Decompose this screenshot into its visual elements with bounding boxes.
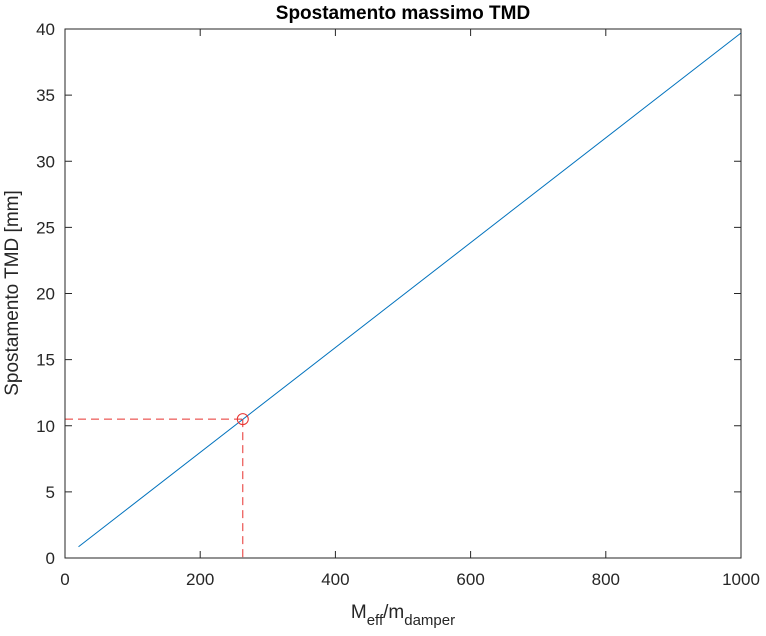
- y-tick-label: 15: [36, 351, 55, 370]
- x-tick-label: 600: [456, 570, 484, 589]
- y-axis-label: Spostamento TMD [mm]: [2, 190, 23, 396]
- y-tick-label: 10: [36, 417, 55, 436]
- marks: [65, 32, 742, 558]
- x-tick-label: 800: [592, 570, 620, 589]
- x-tick-label: 200: [186, 570, 214, 589]
- series-line: [78, 32, 742, 548]
- y-tick-label: 20: [36, 285, 55, 304]
- y-tick-label: 30: [36, 152, 55, 171]
- y-tick-label: 0: [46, 549, 55, 568]
- y-tick-labels: 0 5 10 15 20 25 30 35 40: [36, 20, 55, 568]
- y-tick-label: 5: [46, 483, 55, 502]
- x-axis-label-mid: /m: [383, 602, 404, 623]
- x-axis-label: Meff/mdamper: [351, 602, 455, 629]
- x-axis-label-sub1: eff: [367, 612, 384, 629]
- chart-title: Spostamento massimo TMD: [276, 3, 530, 24]
- plot-frame: [64, 28, 742, 559]
- x-axis-label-base: M: [351, 602, 367, 623]
- x-tick-label: 0: [60, 570, 69, 589]
- x-axis-label-sub2: damper: [404, 612, 455, 629]
- x-tick-labels: 0 200 400 600 800 1000: [60, 570, 760, 589]
- y-tick-label: 40: [36, 20, 55, 39]
- x-tick-label: 400: [321, 570, 349, 589]
- x-tick-label: 1000: [722, 570, 760, 589]
- marker-point: [236, 413, 249, 426]
- y-tick-label: 25: [36, 218, 55, 237]
- y-tick-label: 35: [36, 86, 55, 105]
